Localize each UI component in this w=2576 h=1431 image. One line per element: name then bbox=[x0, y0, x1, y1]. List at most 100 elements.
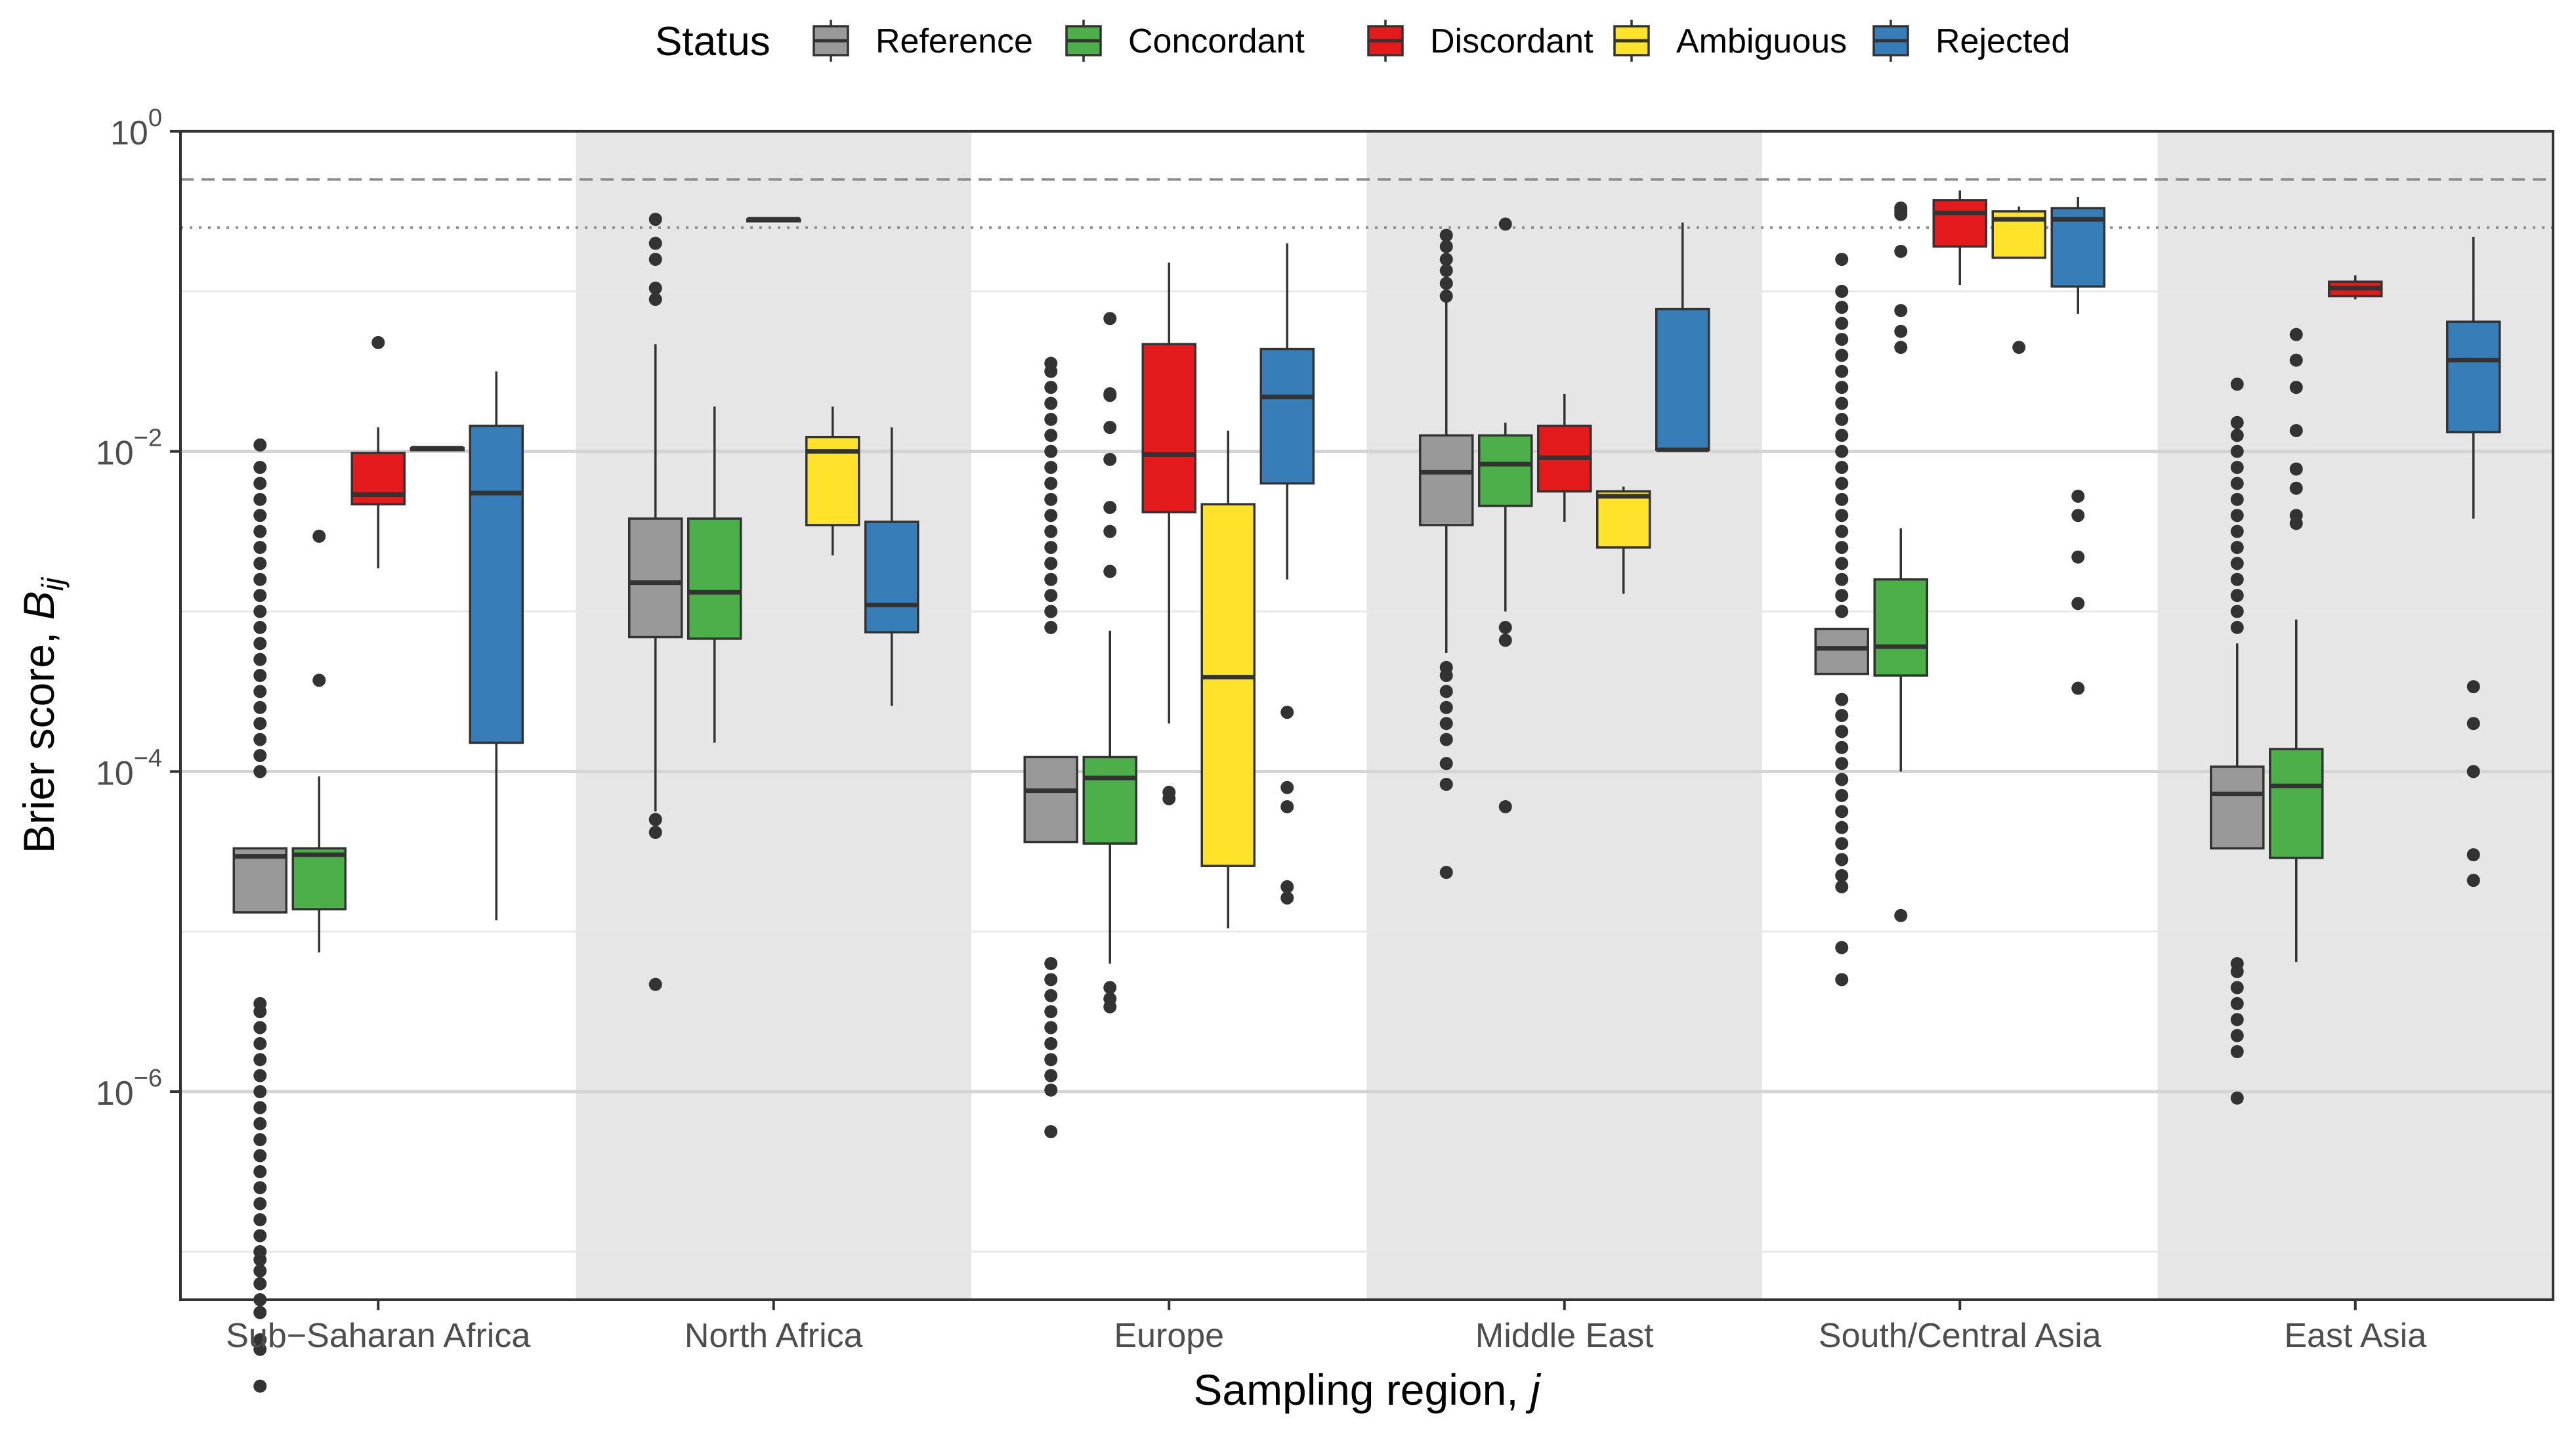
outlier-point bbox=[2466, 765, 2480, 779]
y-tick-label: 100 bbox=[110, 104, 162, 152]
box-rejected-sub-saharan-africa bbox=[469, 371, 524, 921]
outlier-point bbox=[1835, 412, 1849, 426]
y-axis-title: Brier score, Bij bbox=[14, 576, 70, 853]
outlier-point bbox=[1835, 316, 1849, 330]
outlier-point bbox=[2230, 1029, 2244, 1042]
region-shading bbox=[576, 131, 2553, 1300]
outlier-point bbox=[1894, 304, 1908, 318]
box-rejected-east-asia bbox=[2446, 236, 2501, 887]
outlier-point bbox=[1835, 253, 1849, 267]
outlier-point bbox=[1044, 1124, 1058, 1138]
outlier-point bbox=[1894, 908, 1908, 922]
outlier-point bbox=[1835, 605, 1849, 618]
outlier-point bbox=[253, 620, 267, 634]
legend: Status Reference Concordant Discordant Ambig… bbox=[655, 19, 2070, 64]
box-iqr bbox=[1655, 307, 1710, 451]
outlier-point bbox=[1044, 356, 1058, 370]
outlier-point bbox=[2466, 717, 2480, 731]
outlier-point bbox=[1103, 524, 1117, 538]
box-iqr bbox=[2210, 765, 2265, 850]
box-rejected-middle-east bbox=[1655, 222, 1710, 452]
outlier-point bbox=[1835, 461, 1849, 475]
outlier-point bbox=[1044, 444, 1058, 458]
outlier-point bbox=[1044, 1036, 1058, 1050]
outlier-point bbox=[2230, 589, 2244, 603]
box-reference-east-asia bbox=[2210, 377, 2265, 1105]
outlier-point bbox=[1044, 1021, 1058, 1035]
outlier-point bbox=[2230, 377, 2244, 391]
outlier-point bbox=[1044, 1005, 1058, 1019]
outlier-point bbox=[1835, 821, 1849, 834]
outlier-point bbox=[1044, 396, 1058, 410]
box-iqr bbox=[1932, 199, 1987, 248]
outlier-point bbox=[253, 1069, 267, 1082]
box-concordant-north-africa bbox=[687, 406, 742, 743]
outlier-point bbox=[2230, 492, 2244, 506]
outlier-point bbox=[1044, 989, 1058, 1002]
outlier-point bbox=[2071, 550, 2085, 564]
outlier-point bbox=[253, 1021, 267, 1035]
outlier-point bbox=[1044, 620, 1058, 634]
box-iqr bbox=[469, 424, 524, 744]
outlier-point bbox=[648, 293, 662, 307]
box-discordant-sub-saharan-africa bbox=[350, 335, 406, 568]
outlier-point bbox=[253, 438, 267, 452]
outlier-point bbox=[1835, 301, 1849, 314]
outlier-point bbox=[2230, 620, 2244, 634]
outlier-point bbox=[253, 557, 267, 570]
outlier-point bbox=[2012, 341, 2026, 354]
outlier-point bbox=[648, 213, 662, 226]
outlier-point bbox=[2230, 540, 2244, 554]
outlier-point bbox=[253, 509, 267, 523]
outlier-point bbox=[1439, 685, 1453, 698]
box-reference-sub-saharan-africa bbox=[232, 438, 287, 1393]
outlier-point bbox=[1498, 633, 1512, 647]
outlier-point bbox=[1044, 477, 1058, 490]
outlier-point bbox=[1835, 557, 1849, 570]
outlier-point bbox=[253, 1342, 267, 1356]
box-reference-south-central-asia bbox=[1814, 253, 1869, 987]
legend-label: Concordant bbox=[1128, 22, 1305, 60]
outlier-point bbox=[1498, 800, 1512, 813]
box-concordant-middle-east bbox=[1478, 217, 1533, 813]
outlier-point bbox=[1044, 381, 1058, 395]
outlier-point bbox=[253, 1229, 267, 1243]
outlier-point bbox=[1280, 880, 1294, 893]
box-iqr bbox=[1200, 503, 1256, 867]
outlier-point bbox=[2230, 572, 2244, 586]
shade-north-africa bbox=[576, 131, 971, 1300]
x-tick-label: Sub−Saharan Africa bbox=[226, 1317, 530, 1355]
box-iqr bbox=[2446, 320, 2501, 434]
outlier-point bbox=[2230, 1091, 2244, 1105]
outlier-point bbox=[253, 1133, 267, 1147]
outlier-point bbox=[1835, 429, 1849, 442]
outlier-point bbox=[2230, 461, 2244, 475]
outlier-point bbox=[253, 700, 267, 714]
outlier-point bbox=[2230, 524, 2244, 538]
box-iqr bbox=[1478, 434, 1533, 507]
outlier-point bbox=[253, 1181, 267, 1195]
outlier-point bbox=[253, 1053, 267, 1067]
box-ambiguous-europe bbox=[1200, 430, 1256, 929]
outlier-point bbox=[1044, 509, 1058, 523]
box-iqr bbox=[864, 521, 919, 633]
outlier-point bbox=[253, 1245, 267, 1258]
outlier-point bbox=[253, 1306, 267, 1319]
outlier-point bbox=[1280, 891, 1294, 905]
y-tick-label: 10−6 bbox=[96, 1065, 162, 1113]
outlier-point bbox=[253, 540, 267, 554]
box-rejected-north-africa bbox=[864, 427, 919, 706]
shade-middle-east bbox=[1366, 131, 1762, 1300]
x-axis: Sub−Saharan Africa North Africa Europe Midd… bbox=[226, 1300, 2426, 1355]
outlier-point bbox=[648, 977, 662, 991]
outlier-point bbox=[2071, 597, 2085, 610]
x-tick-label: South/Central Asia bbox=[1819, 1317, 2101, 1355]
x-tick-label: Europe bbox=[1114, 1317, 1224, 1355]
outlier-point bbox=[1835, 477, 1849, 490]
outlier-point bbox=[253, 765, 267, 779]
legend-entry-ambiguous: Ambiguous bbox=[1613, 20, 1847, 62]
box-discordant-middle-east bbox=[1537, 393, 1592, 522]
box-iqr bbox=[1873, 578, 1928, 677]
outlier-point bbox=[1103, 387, 1117, 400]
